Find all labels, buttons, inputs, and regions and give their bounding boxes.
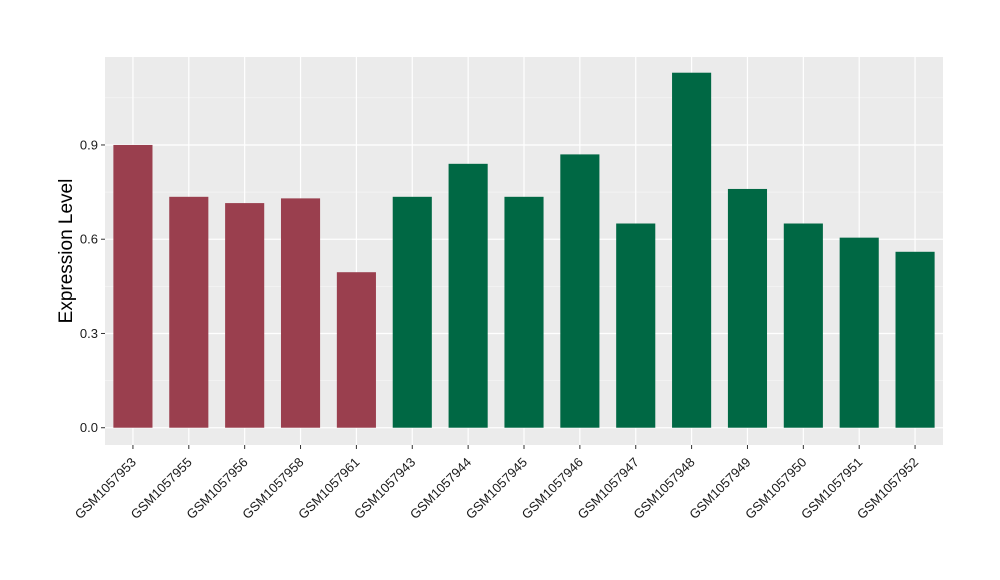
- bar-gsm1057951: [839, 237, 879, 428]
- y-axis-title: Expression Level: [56, 179, 77, 324]
- bar-gsm1057947: [616, 223, 656, 428]
- bar-gsm1057943: [392, 196, 432, 428]
- y-tick-label: 0.3: [80, 326, 98, 341]
- bar-gsm1057949: [727, 188, 768, 428]
- bar-gsm1057946: [560, 154, 600, 428]
- x-axis: GSM1057953GSM1057955GSM1057956GSM1057958…: [72, 445, 921, 522]
- y-tick-label: 0.9: [80, 137, 98, 152]
- bar-gsm1057948: [672, 72, 712, 428]
- bar-gsm1057952: [895, 251, 935, 428]
- y-tick-label: 0.0: [80, 420, 98, 435]
- bar-gsm1057955: [169, 196, 209, 428]
- bars: [113, 72, 935, 428]
- bar-gsm1057956: [225, 203, 265, 428]
- bar-gsm1057961: [336, 272, 376, 428]
- bar-gsm1057950: [783, 223, 823, 428]
- y-axis: 0.0 0.3 0.6 0.9: [80, 137, 105, 435]
- bar-gsm1057958: [280, 198, 321, 428]
- bar-gsm1057945: [504, 196, 544, 428]
- bar-gsm1057944: [448, 163, 488, 428]
- y-tick-label: 0.6: [80, 232, 98, 247]
- bar-gsm1057953: [113, 144, 153, 428]
